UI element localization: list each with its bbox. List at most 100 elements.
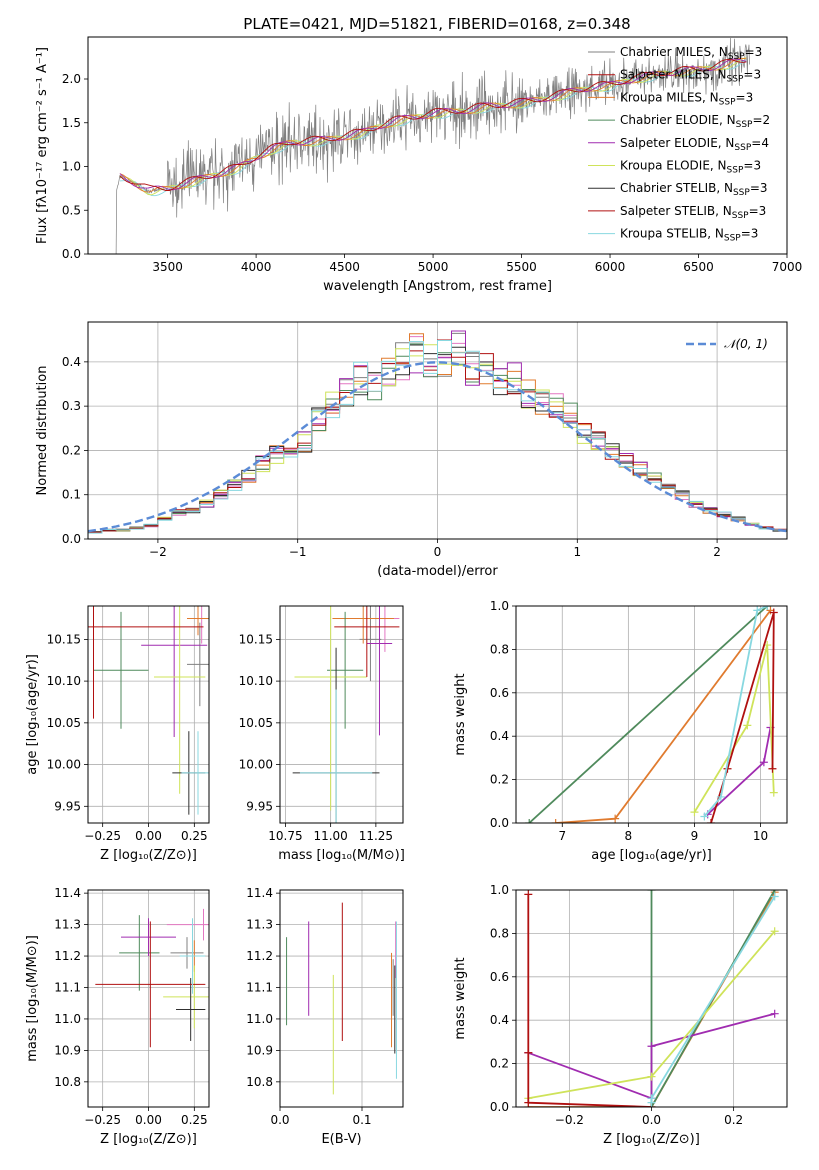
chart-age_vs_Z: −0.25 0.00 0.25 9.95 10.00 10.05 10.10 10.15 Z [… (25, 605, 210, 863)
y-tick-label: 11.1 (246, 980, 273, 994)
x-tick-label: 2 (713, 545, 721, 559)
plot-area (88, 890, 209, 1107)
chart-age_vs_mass: 10.75 11.00 11.25 9.95 10.00 10.05 10.10 10.15 m… (239, 605, 405, 863)
legend-label-tail: =2 (752, 113, 770, 127)
weight-point-marker (770, 892, 779, 901)
x-tick-label: −1 (289, 545, 307, 559)
x-tick-label: 0.25 (181, 1113, 208, 1127)
y-tick-label: 10.00 (239, 758, 273, 772)
weight-point-marker (551, 819, 560, 823)
figure-title: PLATE=0421, MJD=51821, FIBERID=0168, z=0… (243, 15, 630, 33)
y-tick-label: 0.1 (62, 488, 81, 502)
x-axis-label: (data-model)/error (377, 564, 498, 579)
weight-point-marker (716, 792, 725, 801)
legend-label: Salpeter MILES, NSSP=3 (620, 68, 761, 85)
weight-point-marker (524, 890, 533, 899)
y-tick-label: 11.0 (54, 1012, 81, 1026)
chart-mass_weight_vs_Z: −0.2 0.0 0.2 0.0 0.2 0.4 0.6 0.8 1.0 Z [log₁₀(Z/Z… (453, 883, 788, 1147)
y-tick-label: 2.0 (62, 72, 81, 86)
chart-mass_vs_ebv: 0.0 0.1 10.8 10.9 11.0 11.1 11.2 11.3 11.4 E(B-V) (246, 886, 404, 1147)
legend-label-tail: =3 (750, 181, 768, 195)
model-spectrum-line (119, 59, 747, 197)
y-axis-label: mass [log₁₀(M/M⊙)] (25, 935, 40, 1062)
legend-label-sub: SSP (736, 120, 753, 130)
axes-frame (87, 889, 210, 1108)
y-tick-label: 0.2 (490, 1057, 509, 1071)
weight-point-marker (763, 606, 772, 610)
legend-label: Salpeter ELODIE, NSSP=4 (620, 136, 769, 153)
y-tick-label: 10.15 (47, 632, 81, 646)
x-axis-label: age [log₁₀(age/yr)] (591, 848, 712, 863)
y-tick-label: 0.4 (490, 729, 509, 743)
chart-spectrum: 3500 4000 4500 5000 5500 6000 6500 7000 0.0 0.5 1.… (35, 36, 803, 294)
x-axis-label: Z [log₁₀(Z/Z⊙)] (603, 1132, 700, 1147)
y-tick-label: 11.2 (54, 949, 81, 963)
x-tick-label: 6500 (683, 260, 714, 274)
legend-label: 𝒩(0, 1) (724, 337, 768, 351)
y-tick-label: 1.5 (62, 116, 81, 130)
y-tick-label: 0.4 (490, 1013, 509, 1027)
legend-label-sub: SSP (734, 143, 751, 153)
axes-frame (279, 605, 404, 824)
x-tick-label: 10 (753, 829, 768, 843)
x-tick-label: 6000 (595, 260, 626, 274)
legend-label-text: Chabrier ELODIE, N (620, 113, 736, 127)
x-tick-label: −0.25 (84, 829, 121, 843)
x-tick-label: 8 (625, 829, 633, 843)
x-tick-label: 0.1 (352, 1113, 371, 1127)
x-tick-label: 0 (434, 545, 442, 559)
y-tick-label: 0.0 (62, 247, 81, 261)
plot-area (516, 606, 787, 823)
plot-area (114, 37, 750, 254)
legend-label: Kroupa ELODIE, NSSP=3 (620, 159, 761, 176)
weight-point-marker (647, 1072, 656, 1081)
model-spectrum-line (119, 58, 747, 191)
plot-area (280, 890, 403, 1107)
y-tick-label: 10.05 (47, 716, 81, 730)
legend-label: Salpeter STELIB, NSSP=3 (620, 204, 766, 221)
weight-point-marker (647, 1094, 656, 1103)
x-tick-label: 0.25 (181, 829, 208, 843)
weight-point-marker (743, 721, 752, 730)
observed-spectrum-line (114, 37, 750, 254)
x-tick-label: 0.0 (642, 1113, 661, 1127)
x-tick-label: 0.0 (270, 1113, 289, 1127)
legend-label-tail: =3 (743, 159, 761, 173)
legend-label-tail: =3 (749, 204, 767, 218)
axes-frame (515, 889, 788, 1108)
y-tick-label: 10.00 (47, 758, 81, 772)
legend-label-tail: =3 (736, 90, 754, 104)
histogram-series (88, 340, 787, 539)
weight-series-line (555, 609, 772, 823)
plot-area (88, 606, 209, 823)
legend-label-text: Salpeter STELIB, N (620, 204, 732, 218)
y-tick-label: 0.0 (490, 1100, 509, 1114)
y-tick-label: 10.9 (54, 1043, 81, 1057)
weight-point-marker (647, 1042, 656, 1051)
y-tick-label: 0.3 (62, 399, 81, 413)
x-axis-label: Z [log₁₀(Z/Z⊙)] (100, 1132, 197, 1147)
weight-series-line (528, 606, 768, 823)
y-axis-label: mass weight (453, 957, 468, 1039)
weight-series-line (703, 606, 768, 818)
x-tick-label: 11.00 (313, 829, 347, 843)
axes-frame (279, 889, 404, 1108)
x-tick-label: −2 (149, 545, 167, 559)
x-tick-label: −0.2 (555, 1113, 584, 1127)
legend-label-tail: =3 (741, 227, 759, 241)
x-tick-label: 11.25 (359, 829, 393, 843)
legend-label-text: Salpeter MILES, N (620, 68, 727, 82)
plot-area (280, 606, 403, 823)
weight-point-marker (706, 819, 715, 823)
y-tick-label: 0.8 (490, 926, 509, 940)
weight-point-marker (753, 606, 762, 615)
chart-mass_weight_vs_age: 7 8 9 10 0.0 0.2 0.4 0.6 0.8 1.0 age [log₁₀(age/yr… (453, 599, 788, 863)
x-tick-label: 7 (558, 829, 566, 843)
y-tick-label: 1.0 (62, 160, 81, 174)
y-tick-label: 0.2 (62, 443, 81, 457)
weight-point-marker (611, 814, 620, 823)
x-tick-label: 7000 (772, 260, 803, 274)
legend-label-tail: =3 (745, 45, 763, 59)
x-axis-label: wavelength [Angstrom, rest frame] (323, 279, 552, 294)
